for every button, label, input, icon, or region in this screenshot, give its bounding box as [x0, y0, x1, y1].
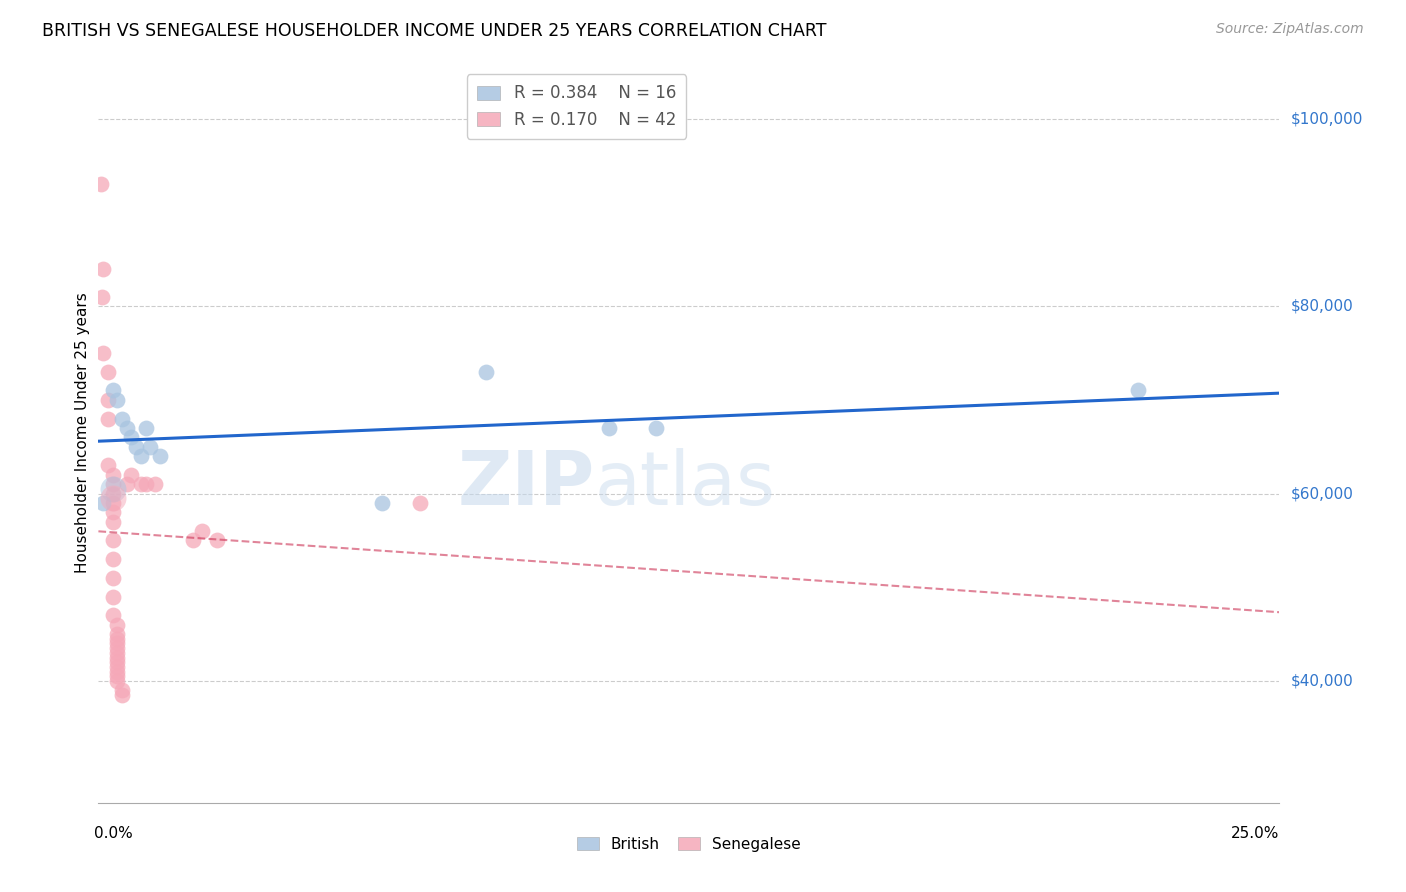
Point [143, 477, 166, 491]
Point [105, 617, 128, 632]
Point [115, 477, 138, 491]
Point [90, 178, 112, 192]
Point [205, 533, 228, 548]
Point [105, 641, 128, 656]
Point [121, 467, 143, 482]
Point [644, 421, 666, 435]
Text: $60,000: $60,000 [1291, 486, 1354, 501]
Point [97, 411, 120, 425]
Point [105, 636, 128, 650]
Text: Source: ZipAtlas.com: Source: ZipAtlas.com [1216, 22, 1364, 37]
Point [191, 524, 214, 538]
Point [105, 646, 128, 660]
Point [101, 590, 124, 604]
Text: atlas: atlas [595, 448, 776, 521]
Point [105, 650, 128, 665]
Point [598, 421, 620, 435]
Point [149, 449, 172, 463]
Point [101, 467, 124, 482]
Y-axis label: Householder Income Under 25 years: Householder Income Under 25 years [75, 293, 90, 573]
Point [105, 660, 128, 674]
Point [135, 477, 157, 491]
Point [181, 533, 204, 548]
Point [111, 411, 134, 425]
Point [91, 261, 114, 276]
Point [101, 477, 124, 491]
Point [97, 365, 120, 379]
Point [101, 533, 124, 548]
Point [408, 496, 430, 510]
Text: ZIP: ZIP [457, 448, 595, 521]
Point [101, 486, 124, 500]
Point [111, 688, 134, 702]
Point [475, 365, 498, 379]
Point [91, 346, 114, 360]
Point [105, 665, 128, 679]
Point [111, 683, 134, 698]
Point [91, 496, 114, 510]
Text: BRITISH VS SENEGALESE HOUSEHOLDER INCOME UNDER 25 YEARS CORRELATION CHART: BRITISH VS SENEGALESE HOUSEHOLDER INCOME… [42, 22, 827, 40]
Point [105, 673, 128, 688]
Point [135, 421, 157, 435]
Point [101, 571, 124, 585]
Point [125, 440, 148, 454]
Point [101, 482, 124, 496]
Point [105, 627, 128, 641]
Point [97, 458, 120, 473]
Point [101, 515, 124, 529]
Point [115, 421, 138, 435]
Text: 0.0%: 0.0% [94, 826, 132, 841]
Point [371, 496, 394, 510]
Point [105, 655, 128, 669]
Legend: British, Senegalese: British, Senegalese [571, 830, 807, 858]
Point [129, 477, 152, 491]
Point [105, 669, 128, 683]
Point [139, 440, 162, 454]
Text: $100,000: $100,000 [1291, 112, 1362, 126]
Point [101, 491, 124, 506]
Point [101, 384, 124, 398]
Point [121, 430, 143, 444]
Point [105, 632, 128, 646]
Point [1126, 384, 1149, 398]
Point [101, 608, 124, 623]
Point [101, 505, 124, 519]
Point [105, 392, 128, 407]
Text: 25.0%: 25.0% [1232, 826, 1279, 841]
Point [101, 552, 124, 566]
Point [91, 290, 114, 304]
Point [101, 496, 124, 510]
Point [97, 392, 120, 407]
Point [129, 449, 152, 463]
Text: $40,000: $40,000 [1291, 673, 1354, 689]
Text: $80,000: $80,000 [1291, 299, 1354, 314]
